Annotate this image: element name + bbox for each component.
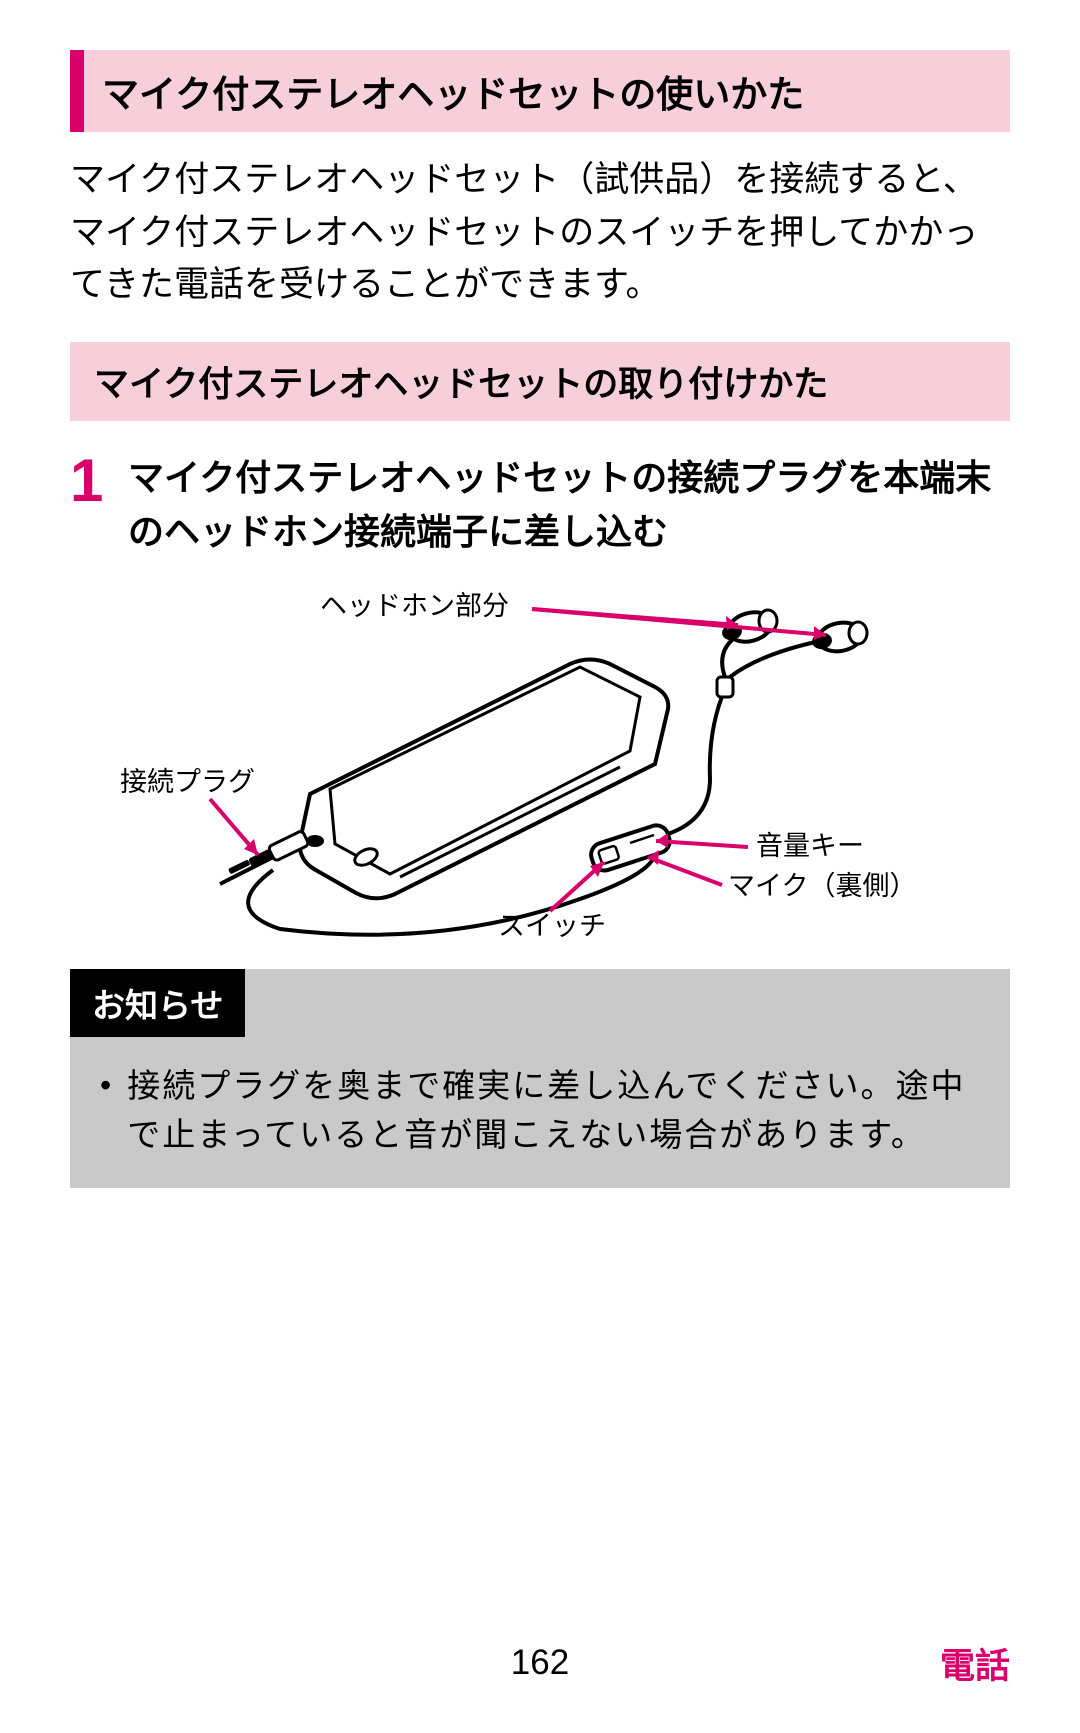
label-switch: スイッチ (498, 911, 606, 939)
cable-splitter (717, 677, 733, 697)
cable-upper (668, 689, 725, 834)
cable-earbud-right (730, 641, 820, 677)
notice-header: お知らせ (70, 969, 245, 1037)
step-number: 1 (70, 451, 110, 511)
page-number: 162 (511, 1643, 569, 1683)
label-headphone-part: ヘッドホン部分 (320, 591, 509, 621)
sub-header-text: マイク付ステレオヘッドセットの取り付けかた (94, 356, 986, 407)
notice-box: お知らせ • 接続プラグを奥まで確実に差し込んでください。途中で止まっていると音… (70, 969, 1010, 1188)
label-mic: マイク（裏側） (728, 871, 916, 901)
page-footer: 162 電話 (0, 1643, 1080, 1683)
step-1: 1 マイク付ステレオヘッドセットの接続プラグを本端末のヘッドホン接続端子に差し込… (70, 451, 1010, 559)
section-header: マイク付ステレオヘッドセットの使いかた (70, 50, 1010, 132)
footer-category: 電話 (940, 1638, 1010, 1689)
notice-item: • 接続プラグを奥まで確実に差し込んでください。途中で止まっていると音が聞こえな… (100, 1061, 980, 1160)
callout-line-mic (648, 857, 722, 885)
callout-line-headphone-2 (532, 609, 826, 635)
step-text: マイク付ステレオヘッドセットの接続プラグを本端末のヘッドホン接続端子に差し込む (128, 451, 1010, 559)
sub-header: マイク付ステレオヘッドセットの取り付けかた (70, 342, 1010, 421)
notice-bullet: • (100, 1061, 111, 1109)
label-connector-plug: 接続プラグ (120, 767, 255, 797)
headset-diagram: ヘッドホン部分 接続プラグ スイッチ マイク（裏側） 音量キー (100, 579, 980, 939)
section-header-text: マイク付ステレオヘッドセットの使いかた (102, 64, 992, 118)
diagram-container: ヘッドホン部分 接続プラグ スイッチ マイク（裏側） 音量キー (70, 579, 1010, 939)
label-volume-key: 音量キー (756, 831, 864, 861)
notice-text: 接続プラグを奥まで確実に差し込んでください。途中で止まっていると音が聞こえない場… (127, 1061, 980, 1160)
notice-body: • 接続プラグを奥まで確実に差し込んでください。途中で止まっていると音が聞こえな… (70, 1037, 1010, 1188)
intro-paragraph: マイク付ステレオヘッドセット（試供品）を接続すると、マイク付ステレオヘッドセット… (70, 154, 1010, 312)
